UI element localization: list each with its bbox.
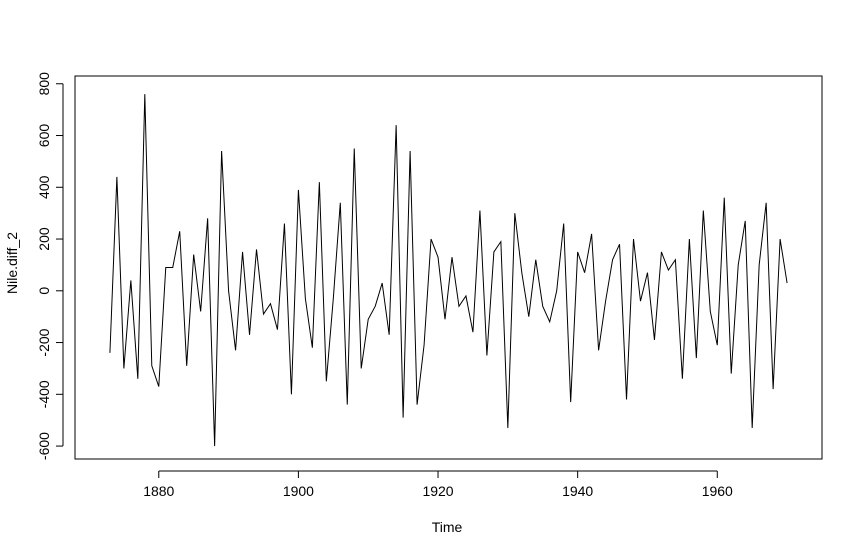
- y-tick-label: 800: [36, 72, 52, 96]
- x-axis-label: Time: [432, 519, 463, 535]
- x-tick-label: 1880: [143, 483, 174, 499]
- y-tick-label: -400: [36, 380, 52, 408]
- y-tick-label: 600: [36, 124, 52, 148]
- x-axis: 1880 1900 1920 1940 1960: [143, 470, 733, 499]
- y-tick-label: 0: [36, 287, 52, 295]
- x-tick-label: 1960: [702, 483, 733, 499]
- series-line: [109, 94, 788, 447]
- y-tick-label: 400: [36, 175, 52, 199]
- plot-frame: [74, 75, 823, 460]
- x-tick-label: 1940: [562, 483, 593, 499]
- y-axis-label: Nile.diff_2: [4, 232, 20, 294]
- x-tick-label: 1900: [283, 483, 314, 499]
- y-tick-label: -200: [36, 328, 52, 356]
- x-tick-label: 1920: [422, 483, 453, 499]
- y-axis: -600 -400 -200 0 200 400 600 800: [36, 72, 64, 460]
- y-tick-label: 200: [36, 227, 52, 251]
- y-tick-label: -600: [36, 432, 52, 460]
